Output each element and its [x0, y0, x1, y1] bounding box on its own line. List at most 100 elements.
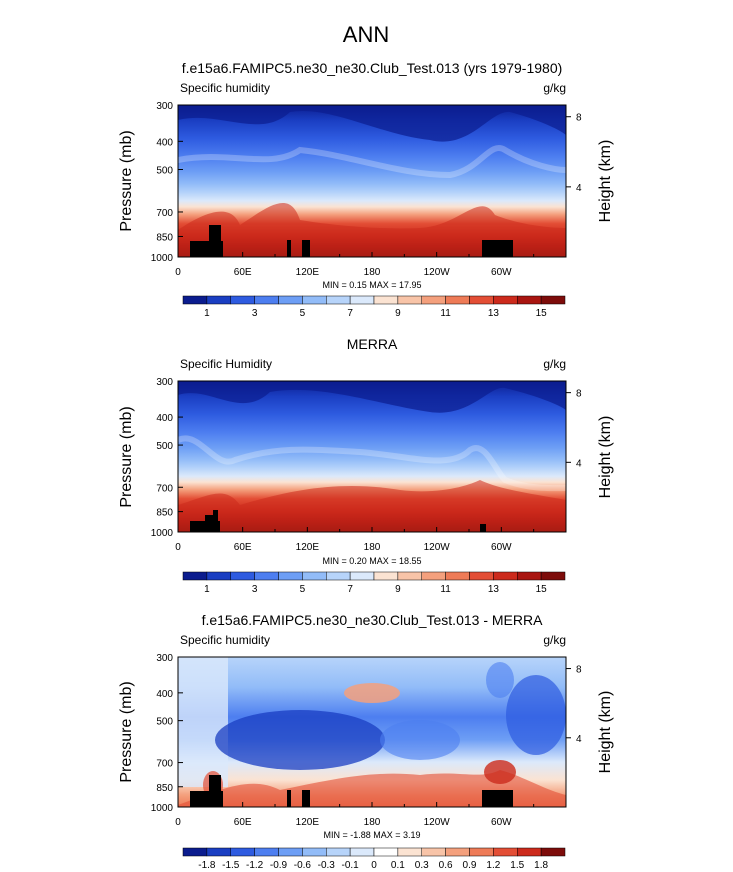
- y-tick-label: 700: [156, 483, 173, 494]
- x-tick-label: 60E: [234, 817, 252, 828]
- axes: 300 400 500 700 850 1000 8 4 0 60E 120E 180 120W 60W: [151, 653, 582, 828]
- colorbar-box: [278, 847, 303, 857]
- colorbar-box: [206, 847, 231, 857]
- colorbar-box: [182, 571, 208, 581]
- colorbar-label: 1: [204, 584, 210, 595]
- y-tick-label: 850: [156, 508, 173, 519]
- colorbar: 1 3 5 7 9 11 13 15: [182, 295, 566, 319]
- colorbar-label: -0.6: [294, 860, 312, 871]
- colorbar-box: [469, 847, 494, 857]
- colorbar-label: 1.8: [534, 860, 548, 871]
- colorbar-box: [397, 295, 422, 305]
- colorbar-box: [278, 571, 303, 581]
- colorbar-box: [540, 571, 566, 581]
- colorbar-label: 5: [300, 308, 306, 319]
- x-tick-label: 120E: [296, 817, 320, 828]
- colorbar-label: 11: [440, 584, 451, 595]
- contour-field: [178, 105, 566, 257]
- y-tick-label: 850: [156, 232, 173, 243]
- colorbar-label: 15: [536, 308, 548, 319]
- y-tick-label: 300: [156, 653, 173, 664]
- axes: 300 400 500 700 850 1000 8 4 0 60E 120E 180 120W 60W: [151, 101, 582, 278]
- colorbar-label: 3: [252, 584, 258, 595]
- colorbar-box: [421, 571, 446, 581]
- colorbar-box: [182, 295, 208, 305]
- colorbar-box: [373, 847, 399, 857]
- right-string: g/kg: [543, 633, 566, 647]
- x-tick-label: 180: [364, 542, 381, 553]
- colorbar-box: [373, 571, 399, 581]
- colorbar-label: 1.5: [510, 860, 524, 871]
- colorbar-label: -1.2: [246, 860, 264, 871]
- colorbar-box: [421, 295, 446, 305]
- colorbar-box: [445, 295, 470, 305]
- y2-axis-label: Height (km): [597, 140, 614, 223]
- colorbar-label: 3: [252, 308, 258, 319]
- colorbar-box: [230, 847, 255, 857]
- y-tick-label: 850: [156, 783, 173, 794]
- y-tick-label: 1000: [151, 528, 174, 539]
- colorbar-box: [349, 295, 375, 305]
- min-max-stats: MIN = -1.88 MAX = 3.19: [323, 830, 420, 840]
- panel-title: f.e15a6.FAMIPC5.ne30_ne30.Club_Test.013 …: [182, 60, 563, 76]
- colorbar-box: [493, 295, 518, 305]
- y2-axis-label: Height (km): [597, 691, 614, 774]
- colorbar-box: [254, 571, 279, 581]
- colorbar-box: [326, 295, 351, 305]
- y-tick-label: 400: [156, 689, 173, 700]
- y2-tick-label: 8: [576, 665, 582, 676]
- colorbar-box: [493, 847, 518, 857]
- x-tick-label: 0: [175, 817, 181, 828]
- x-tick-label: 0: [175, 267, 181, 278]
- colorbar-box: [493, 571, 518, 581]
- colorbar-box: [326, 847, 351, 857]
- min-max-stats: MIN = 0.20 MAX = 18.55: [322, 556, 421, 566]
- colorbar-label: -0.9: [270, 860, 288, 871]
- colorbar-label: -1.8: [198, 860, 216, 871]
- x-tick-label: 120W: [424, 542, 451, 553]
- y-tick-label: 500: [156, 441, 173, 452]
- right-string: g/kg: [543, 81, 566, 95]
- colorbar-box: [230, 295, 255, 305]
- x-tick-label: 120W: [424, 267, 451, 278]
- min-max-stats: MIN = 0.15 MAX = 17.95: [322, 280, 421, 290]
- colorbar-label: 15: [536, 584, 548, 595]
- colorbar-label: 13: [488, 584, 500, 595]
- y-tick-label: 1000: [151, 253, 174, 264]
- colorbar-box: [206, 295, 231, 305]
- colorbar-box: [540, 295, 566, 305]
- colorbar-box: [278, 295, 303, 305]
- left-string: Specific Humidity: [180, 357, 272, 371]
- y2-axis-label: Height (km): [597, 416, 614, 499]
- panel-merra: MERRA Specific Humidity g/kg 30040050070…: [118, 336, 614, 595]
- y-tick-label: 1000: [151, 803, 174, 814]
- y-axis-label: Pressure (mb): [118, 406, 135, 507]
- colorbar-box: [397, 571, 422, 581]
- colorbar-label: 11: [440, 308, 451, 319]
- y2-tick-label: 4: [576, 734, 582, 745]
- y2-tick-label: 4: [576, 458, 582, 469]
- colorbar-label: 0.6: [439, 860, 453, 871]
- colorbar-box: [230, 571, 255, 581]
- y-tick-label: 500: [156, 165, 173, 176]
- colorbar-label: 9: [395, 308, 401, 319]
- colorbar-box: [326, 571, 351, 581]
- colorbar-box: [373, 295, 399, 305]
- colorbar-label: 9: [395, 584, 401, 595]
- right-string: g/kg: [543, 357, 566, 371]
- y-tick-label: 300: [156, 377, 173, 388]
- colorbar-box: [182, 847, 208, 857]
- y-tick-label: 400: [156, 413, 173, 424]
- colorbar-box: [302, 295, 327, 305]
- colorbar-box: [540, 847, 566, 857]
- colorbar-box: [206, 571, 231, 581]
- colorbar-label: -1.5: [222, 860, 240, 871]
- colorbar-label: 0: [371, 860, 377, 871]
- colorbar-box: [445, 571, 470, 581]
- colorbar-box: [254, 295, 279, 305]
- colorbar-label: 1: [204, 308, 210, 319]
- colorbar-box: [397, 847, 422, 857]
- colorbar-box: [445, 847, 470, 857]
- y-axis-label: Pressure (mb): [118, 681, 135, 782]
